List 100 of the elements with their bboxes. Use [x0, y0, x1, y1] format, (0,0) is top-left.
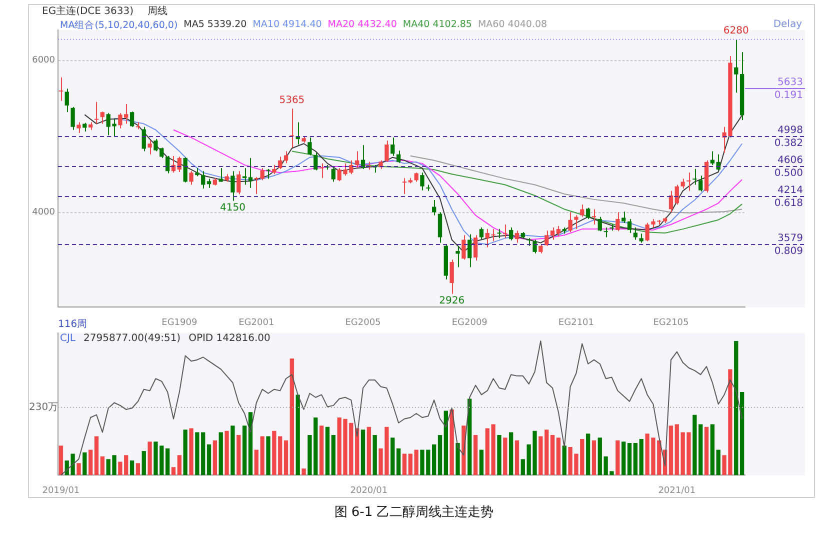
bar — [639, 438, 644, 476]
bar — [372, 434, 377, 476]
bar — [195, 432, 200, 476]
bar — [390, 438, 395, 476]
bar — [319, 426, 324, 476]
text: 图 6-1 乙二醇周线主连走势 — [333, 504, 495, 521]
ref-line-label: 4606 0.500 — [774, 155, 803, 180]
bar — [698, 424, 703, 476]
bar — [366, 426, 371, 476]
bar — [177, 455, 182, 476]
bar — [740, 392, 744, 476]
bar — [165, 448, 170, 476]
x-tick-label: EG2001 — [238, 318, 274, 328]
bar — [130, 460, 134, 476]
text: MA5 5339.20 — [184, 19, 247, 32]
bar — [520, 459, 525, 476]
bar — [508, 432, 514, 476]
bar — [218, 432, 223, 476]
bar — [550, 434, 555, 476]
bar — [562, 446, 566, 476]
bar — [538, 436, 543, 476]
bar — [468, 398, 472, 476]
text: MA20 4432.40 — [328, 19, 397, 32]
text: Delay — [773, 19, 802, 30]
bar — [360, 430, 366, 476]
annotation: MA组合(5,10,20,40,60,0) — [60, 19, 178, 32]
bar — [627, 443, 632, 476]
bar — [100, 456, 104, 476]
text: MA10 4914.40 — [252, 19, 322, 32]
x-tick-label: EG2101 — [558, 318, 594, 328]
bar — [556, 438, 561, 476]
x-tick-label: 2020/01 — [350, 486, 388, 496]
bar — [284, 440, 288, 476]
bar — [692, 414, 697, 476]
candlestick — [76, 122, 81, 134]
annotation: 5365 — [279, 95, 305, 106]
text: EG主连(DCE 3633) — [42, 4, 134, 18]
bar — [183, 430, 188, 476]
bar — [212, 440, 218, 476]
bar — [473, 434, 478, 476]
x-tick-label: EG1909 — [162, 318, 198, 328]
bar — [88, 450, 93, 476]
bar — [242, 426, 247, 476]
bar — [544, 430, 549, 476]
bar — [710, 424, 714, 476]
annotation: 2795877.00(49:51) — [84, 333, 181, 344]
ref-line-label: 4998 0.382 — [774, 125, 803, 150]
y-tick-label: 6000 — [32, 56, 56, 66]
y-tick-label: 4000 — [32, 208, 56, 218]
bar — [224, 430, 229, 476]
bar — [616, 440, 620, 476]
bar — [456, 443, 460, 476]
text: 周线 — [148, 4, 168, 18]
bar — [82, 452, 87, 476]
text: MA60 4040.08 — [478, 19, 548, 32]
x-tick-label: EG2105 — [653, 318, 689, 328]
bar — [260, 436, 264, 476]
ref-line-label: 3579 0.809 — [774, 233, 803, 258]
bar — [396, 448, 401, 476]
bar — [94, 436, 99, 476]
x-tick-label: 2021/01 — [658, 486, 696, 496]
text: 116周 — [58, 318, 88, 331]
bar — [633, 443, 638, 476]
bar — [586, 434, 590, 476]
bar — [325, 426, 330, 476]
bar — [236, 434, 241, 476]
ref-line-label: 4214 0.618 — [774, 185, 803, 210]
bar — [148, 442, 152, 476]
bar — [201, 432, 206, 476]
bar — [734, 341, 738, 476]
bar — [497, 434, 502, 476]
bar — [272, 430, 276, 476]
bar — [514, 440, 520, 476]
bar — [716, 450, 720, 476]
bar — [266, 436, 270, 476]
bar — [142, 451, 146, 476]
bar — [479, 450, 484, 476]
annotation: 6280 — [723, 26, 749, 37]
bar — [402, 454, 407, 476]
annotation: 4150 — [220, 202, 246, 214]
bar — [331, 434, 336, 476]
bar — [622, 442, 626, 476]
annotation: OPID 142816.00 — [188, 333, 270, 344]
text: MA40 4102.85 — [402, 19, 472, 32]
x-tick-label: EG2005 — [345, 318, 381, 328]
bar — [450, 409, 454, 476]
bar — [76, 463, 81, 476]
bar — [302, 468, 306, 476]
bar — [432, 444, 436, 476]
bar — [290, 358, 294, 476]
bar — [171, 467, 176, 476]
bar — [136, 463, 140, 476]
bar — [598, 438, 602, 476]
bar — [704, 426, 709, 476]
bar — [230, 426, 235, 476]
bar — [278, 436, 282, 476]
x-tick-label: 2019/01 — [42, 486, 80, 496]
bar — [189, 428, 194, 476]
x-tick-label: EG2009 — [452, 318, 488, 328]
ref-line-label: 5633 0.191 — [774, 77, 803, 102]
